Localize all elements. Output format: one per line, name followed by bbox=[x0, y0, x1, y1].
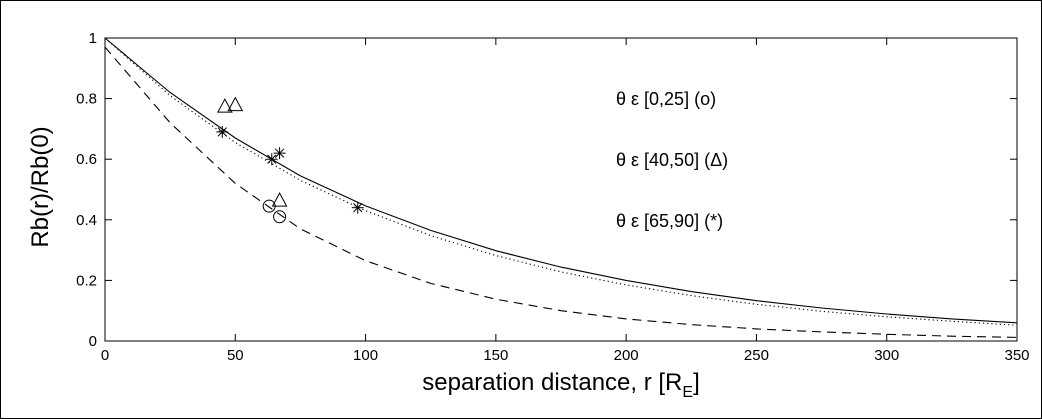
x-tick-label: 200 bbox=[614, 347, 639, 364]
x-tick-label: 300 bbox=[874, 347, 899, 364]
point-star bbox=[216, 125, 229, 138]
x-tick-label: 150 bbox=[483, 347, 508, 364]
legend-entry-0: θ ε [0,25] (o) bbox=[616, 89, 716, 109]
x-tick-label: 0 bbox=[101, 347, 109, 364]
point-circle bbox=[273, 210, 287, 224]
x-axis-label-close: ] bbox=[693, 369, 700, 396]
y-tick-label: 0.8 bbox=[76, 91, 97, 108]
plot-frame bbox=[104, 37, 1018, 342]
y-tick-label: 0.6 bbox=[76, 151, 97, 168]
legend-entry-2: θ ε [65,90] (*) bbox=[616, 211, 723, 231]
point-star bbox=[273, 147, 286, 160]
x-axis-label: separation distance, r [RE] bbox=[422, 369, 699, 401]
legend-entry-1: θ ε [40,50] (Δ) bbox=[616, 150, 728, 170]
curve-solid bbox=[104, 37, 1018, 324]
curve-dashed bbox=[104, 46, 1018, 338]
y-tick-label: 0.4 bbox=[76, 212, 97, 229]
point-star bbox=[265, 153, 278, 166]
axis-ticks: 0 50 100 150 200 250 300 350 0 0.2 0.4 0.6 0.8 1 bbox=[76, 30, 1029, 364]
y-tick-label: 1 bbox=[89, 30, 97, 47]
y-tick-label: 0.2 bbox=[76, 272, 97, 289]
x-tick-label: 350 bbox=[1004, 347, 1029, 364]
point-triangle bbox=[227, 96, 244, 112]
point-triangle bbox=[271, 192, 288, 207]
x-tick-label: 100 bbox=[353, 347, 378, 364]
x-axis-label-main: separation distance, r [R bbox=[422, 369, 682, 396]
point-star bbox=[351, 201, 364, 214]
point-triangle bbox=[217, 98, 233, 113]
data-points bbox=[216, 96, 364, 224]
legend: θ ε [0,25] (o) θ ε [40,50] (Δ) θ ε [65,9… bbox=[616, 89, 728, 231]
x-tick-label: 250 bbox=[744, 347, 769, 364]
curves bbox=[104, 37, 1018, 338]
y-tick-label: 0 bbox=[89, 333, 97, 350]
x-tick-label: 50 bbox=[227, 347, 244, 364]
y-axis-label: Rb(r)/Rb(0) bbox=[27, 126, 54, 247]
x-axis-label-sub: E bbox=[682, 384, 693, 401]
